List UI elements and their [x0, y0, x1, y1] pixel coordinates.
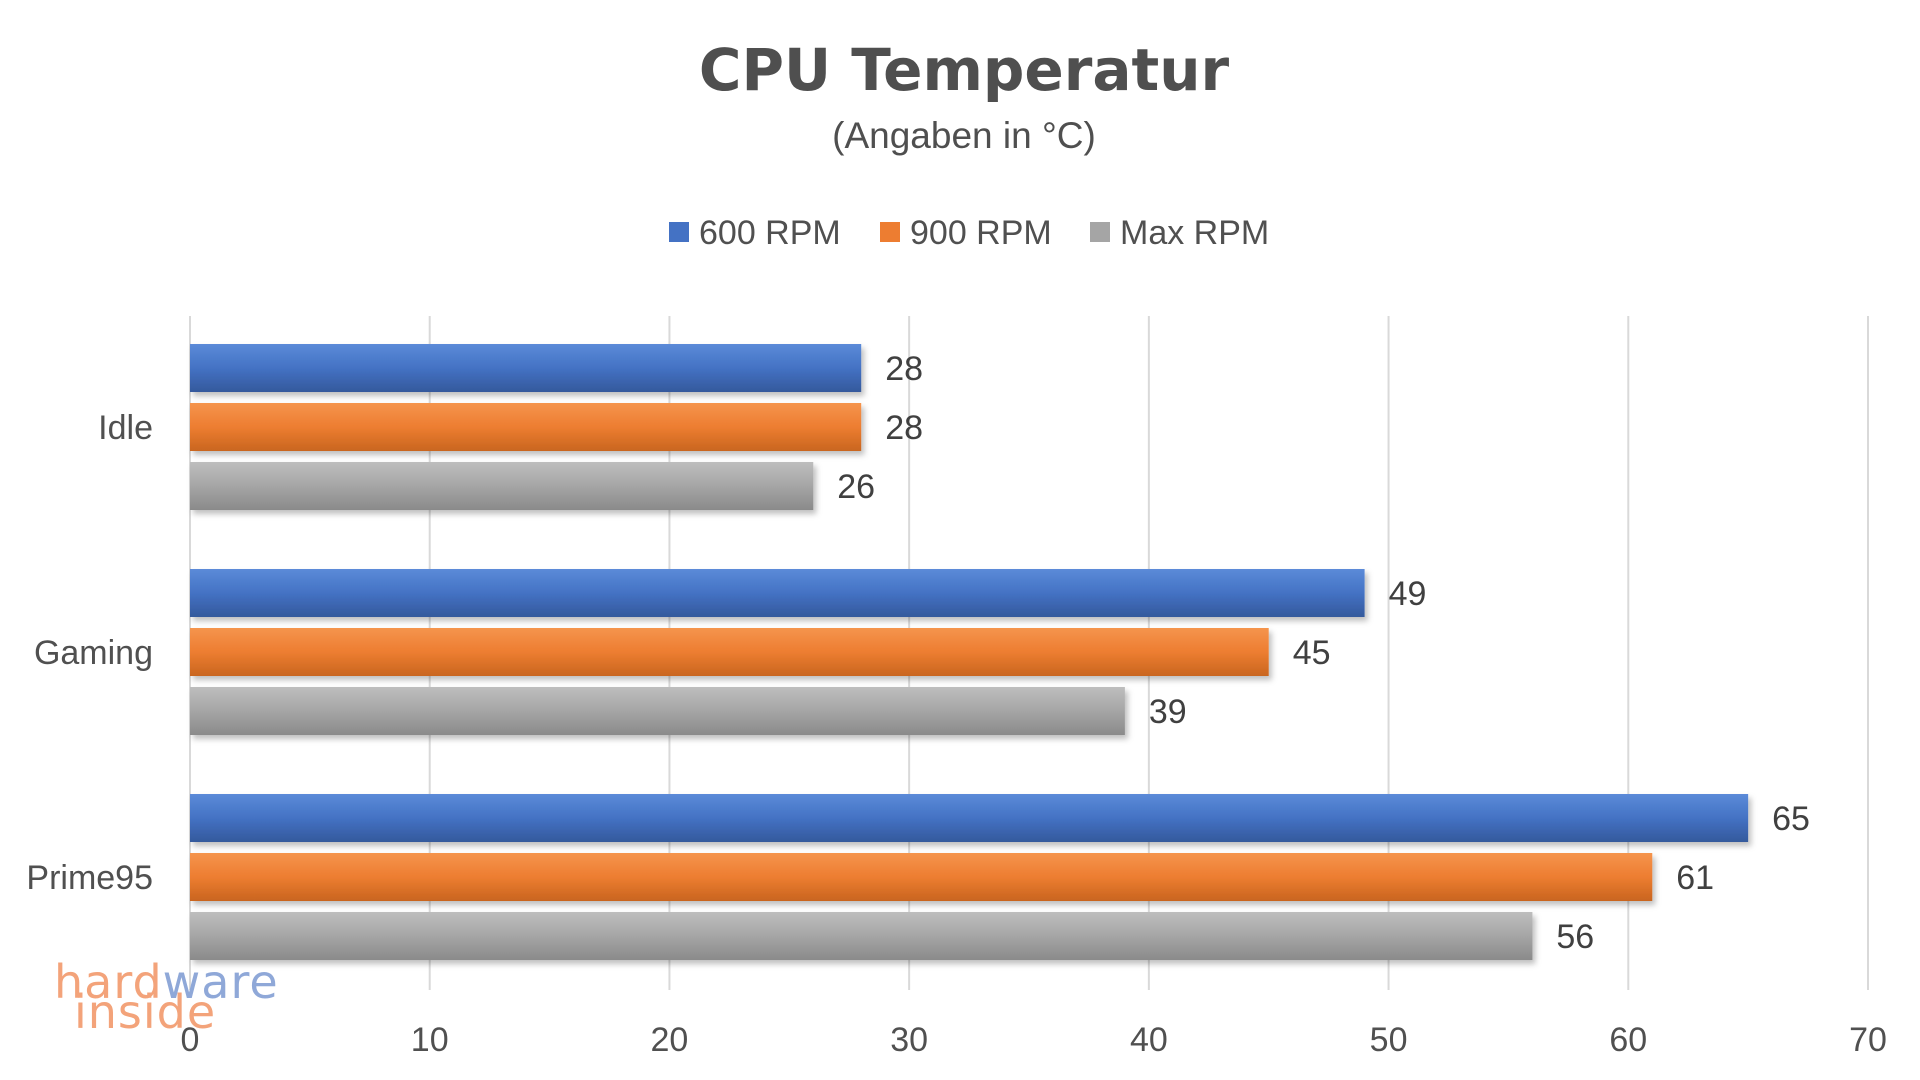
watermark-hard: hard: [54, 955, 163, 1009]
value-label-prime95-max-rpm: 56: [1556, 918, 1594, 956]
legend: 600 RPM 900 RPM Max RPM: [669, 214, 1269, 252]
bar-gaming-600-rpm: [190, 569, 1365, 617]
value-label-prime95-900-rpm: 61: [1676, 859, 1714, 897]
chart-title: CPU Temperatur: [699, 36, 1230, 104]
bar-idle-max-rpm: [190, 462, 814, 510]
bar-idle-900-rpm: [190, 403, 862, 451]
value-label-idle-600-rpm: 28: [885, 350, 923, 388]
watermark-inside: inside: [74, 985, 216, 1039]
category-label-idle: Idle: [98, 409, 153, 447]
x-tick-label-0: 0: [181, 1021, 200, 1059]
x-tick-label-20: 20: [651, 1021, 689, 1059]
bar-prime95-600-rpm: [190, 794, 1749, 842]
category-labels: Idle Gaming Prime95: [26, 409, 153, 897]
x-tick-label-30: 30: [890, 1021, 928, 1059]
legend-label: 600 RPM: [699, 214, 841, 252]
value-label-prime95-600-rpm: 65: [1772, 800, 1810, 838]
bars: [190, 344, 1749, 960]
value-label-gaming-900-rpm: 45: [1293, 634, 1331, 672]
category-label-gaming: Gaming: [34, 634, 153, 672]
legend-item-max-rpm: Max RPM: [1090, 214, 1269, 252]
x-tick-label-50: 50: [1370, 1021, 1408, 1059]
x-axis-tick-labels: 0 10 20 30 40 50 60 70: [181, 1021, 1887, 1059]
x-tick-label-60: 60: [1609, 1021, 1647, 1059]
x-tick-label-10: 10: [411, 1021, 449, 1059]
category-label-prime95: Prime95: [26, 859, 153, 897]
legend-swatch: [669, 222, 689, 242]
svg-text:hardware: hardware: [54, 955, 279, 1009]
value-labels: 28 28 26 49 45 39 65 61 56: [837, 350, 1810, 956]
watermark-ware: ware: [163, 955, 279, 1009]
legend-label: Max RPM: [1120, 214, 1269, 252]
x-tick-label-70: 70: [1849, 1021, 1887, 1059]
value-label-idle-max-rpm: 26: [837, 468, 875, 506]
bar-gaming-max-rpm: [190, 687, 1125, 735]
x-tick-label-40: 40: [1130, 1021, 1168, 1059]
value-label-gaming-max-rpm: 39: [1149, 693, 1187, 731]
value-label-gaming-600-rpm: 49: [1389, 575, 1427, 613]
legend-item-600-rpm: 600 RPM: [669, 214, 841, 252]
bar-gaming-900-rpm: [190, 628, 1269, 676]
legend-item-900-rpm: 900 RPM: [880, 214, 1052, 252]
bar-prime95-max-rpm: [190, 912, 1533, 960]
bar-idle-600-rpm: [190, 344, 862, 392]
watermark-logo: hardware inside: [54, 955, 279, 1039]
value-label-idle-900-rpm: 28: [885, 409, 923, 447]
legend-swatch: [880, 222, 900, 242]
legend-label: 900 RPM: [910, 214, 1052, 252]
legend-swatch: [1090, 222, 1110, 242]
chart-subtitle: (Angaben in °C): [832, 115, 1096, 156]
bar-prime95-900-rpm: [190, 853, 1653, 901]
